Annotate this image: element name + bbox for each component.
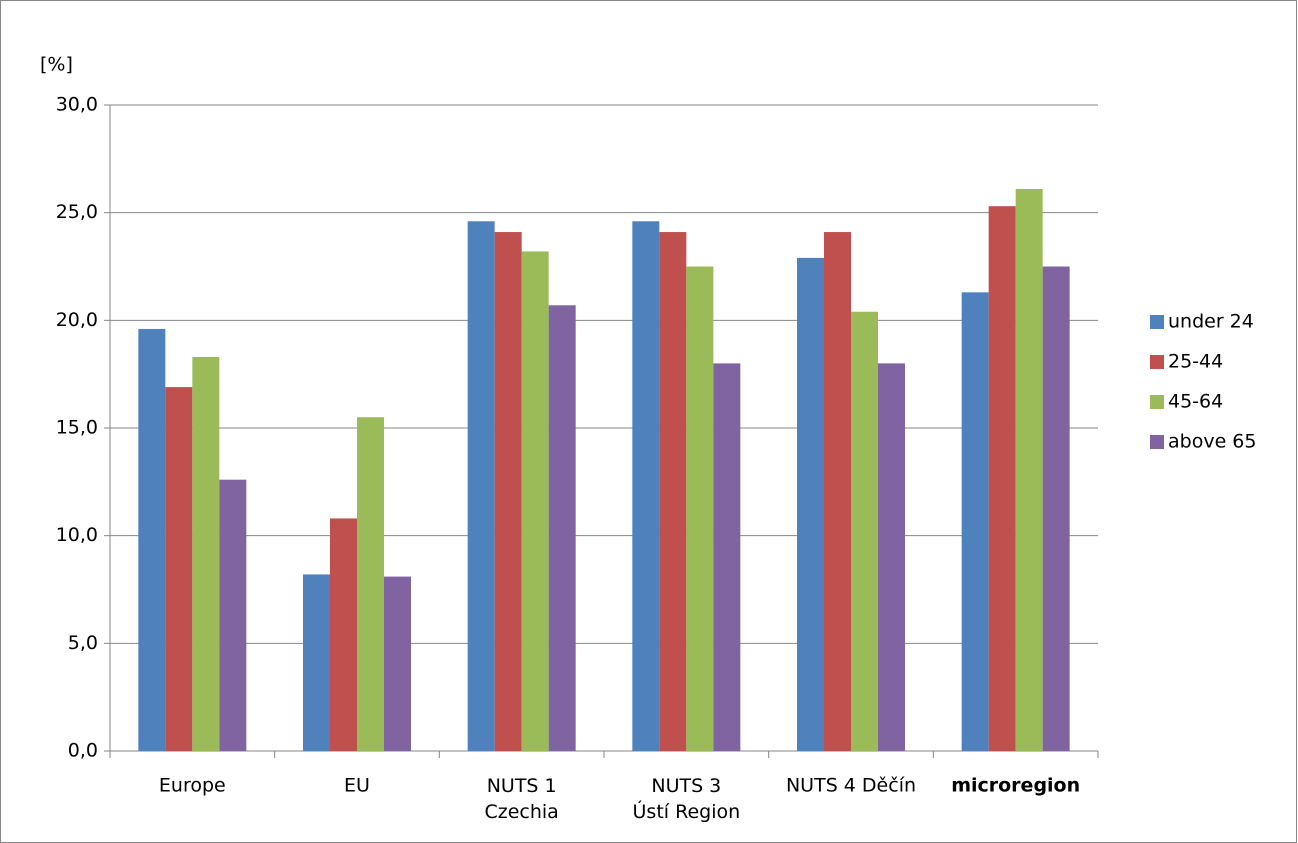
bar (357, 417, 384, 751)
x-tick-label: NUTS 3 Ústí Region (633, 775, 741, 823)
bar (192, 356, 220, 751)
bar (494, 232, 522, 752)
bar (1042, 266, 1070, 751)
bar (988, 206, 1016, 751)
x-tick-label: EU (344, 775, 370, 797)
bar (961, 292, 989, 751)
y-axis-label: [%] (40, 54, 73, 76)
bar (878, 363, 905, 751)
x-tick-label: NUTS 1 Czechia (484, 775, 558, 823)
bar (659, 232, 687, 752)
bar (165, 387, 193, 751)
bar (686, 266, 714, 751)
legend-label: under 24 (1168, 311, 1254, 333)
bar (330, 518, 357, 751)
y-tick-label: 30,0 (56, 94, 98, 116)
y-tick-label: 10,0 (56, 524, 98, 546)
legend-swatch (1150, 315, 1164, 329)
y-tick-label: 5,0 (68, 632, 98, 654)
bar (1015, 188, 1043, 752)
legend-label: above 65 (1168, 431, 1256, 453)
x-tick-label: microregion (951, 775, 1080, 797)
y-tick-label: 0,0 (68, 740, 98, 762)
bar (303, 574, 330, 751)
bar (797, 257, 824, 751)
bar (521, 251, 549, 751)
bar (632, 221, 660, 751)
bar (219, 479, 247, 751)
bar (467, 221, 495, 751)
bar (548, 305, 576, 751)
y-tick-label: 25,0 (56, 201, 98, 223)
legend-label: 25-44 (1168, 351, 1223, 373)
y-tick-label: 20,0 (56, 309, 98, 331)
legend-label: 45-64 (1168, 391, 1223, 413)
y-tick-label: 15,0 (56, 417, 98, 439)
bar (384, 576, 411, 751)
legend-swatch (1150, 395, 1164, 409)
bar (713, 363, 741, 751)
legend-swatch (1150, 435, 1164, 449)
x-tick-label: NUTS 4 Děčín (786, 775, 916, 797)
bar (851, 311, 878, 751)
bar (824, 232, 851, 752)
legend-swatch (1150, 355, 1164, 369)
bar (138, 328, 166, 751)
x-tick-label: Europe (159, 775, 226, 797)
